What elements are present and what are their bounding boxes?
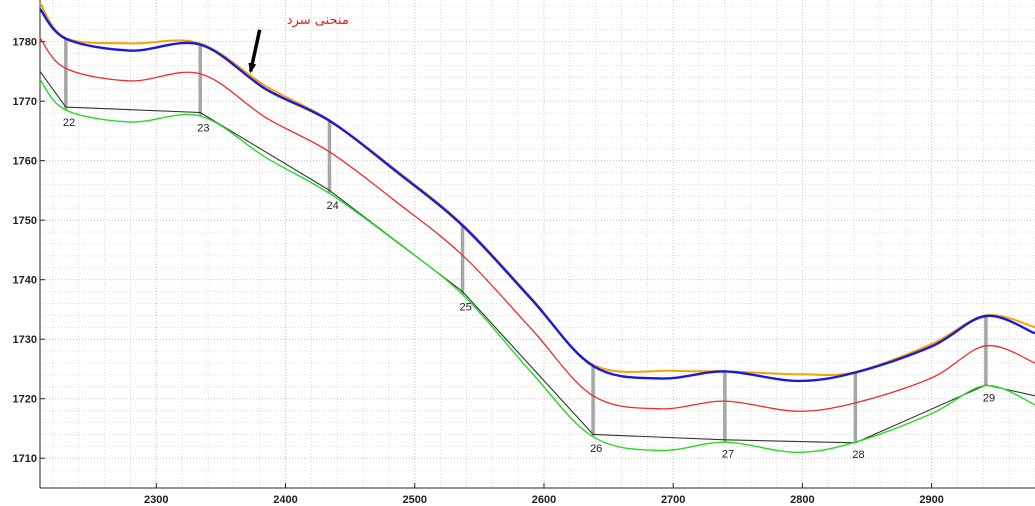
node-label: 24 [326, 200, 338, 212]
x-tick-label: 2600 [532, 494, 556, 506]
node-label: 27 [722, 449, 734, 461]
series-line-green [39, 79, 1035, 453]
node-labels: 22 23 24 25 26 27 28 29 [63, 117, 995, 461]
node-label: 23 [197, 122, 209, 134]
annotation-text: منحنی سرد [287, 13, 349, 28]
y-tick-label: 1740 [13, 275, 37, 287]
node-label: 28 [852, 449, 864, 461]
node-label: 26 [590, 443, 602, 455]
y-tick-label: 1750 [13, 215, 37, 227]
series-line-black [39, 71, 1035, 444]
x-tick-label: 2700 [661, 494, 685, 506]
node-label: 22 [63, 117, 75, 129]
series-line-red [39, 37, 1035, 412]
y-tick-label: 1720 [13, 394, 37, 406]
series-lines [39, 2, 1035, 453]
y-tick-label: 1760 [13, 156, 37, 168]
x-tick-label: 2800 [790, 494, 814, 506]
annotation-arrow [248, 29, 262, 74]
node-label: 25 [460, 302, 472, 314]
x-tick-label: 2400 [273, 494, 297, 506]
y-tick-label: 1710 [13, 453, 37, 465]
x-tick-label: 2300 [144, 494, 168, 506]
y-tick-label: 1770 [13, 96, 37, 108]
grid [40, 0, 1035, 488]
y-tick-label: 1780 [13, 37, 37, 49]
y-tick-label: 1730 [13, 334, 37, 346]
x-tick-label: 2500 [402, 494, 426, 506]
post-lines [64, 38, 988, 443]
x-tick-label: 2900 [919, 494, 943, 506]
annotation: منحنی سرد [248, 13, 349, 74]
axes: 2300 2400 2500 2600 2700 2800 2900 1710 1720 1730… [13, 0, 1035, 506]
node-label: 29 [983, 393, 995, 405]
series-line-blue [39, 8, 1035, 383]
